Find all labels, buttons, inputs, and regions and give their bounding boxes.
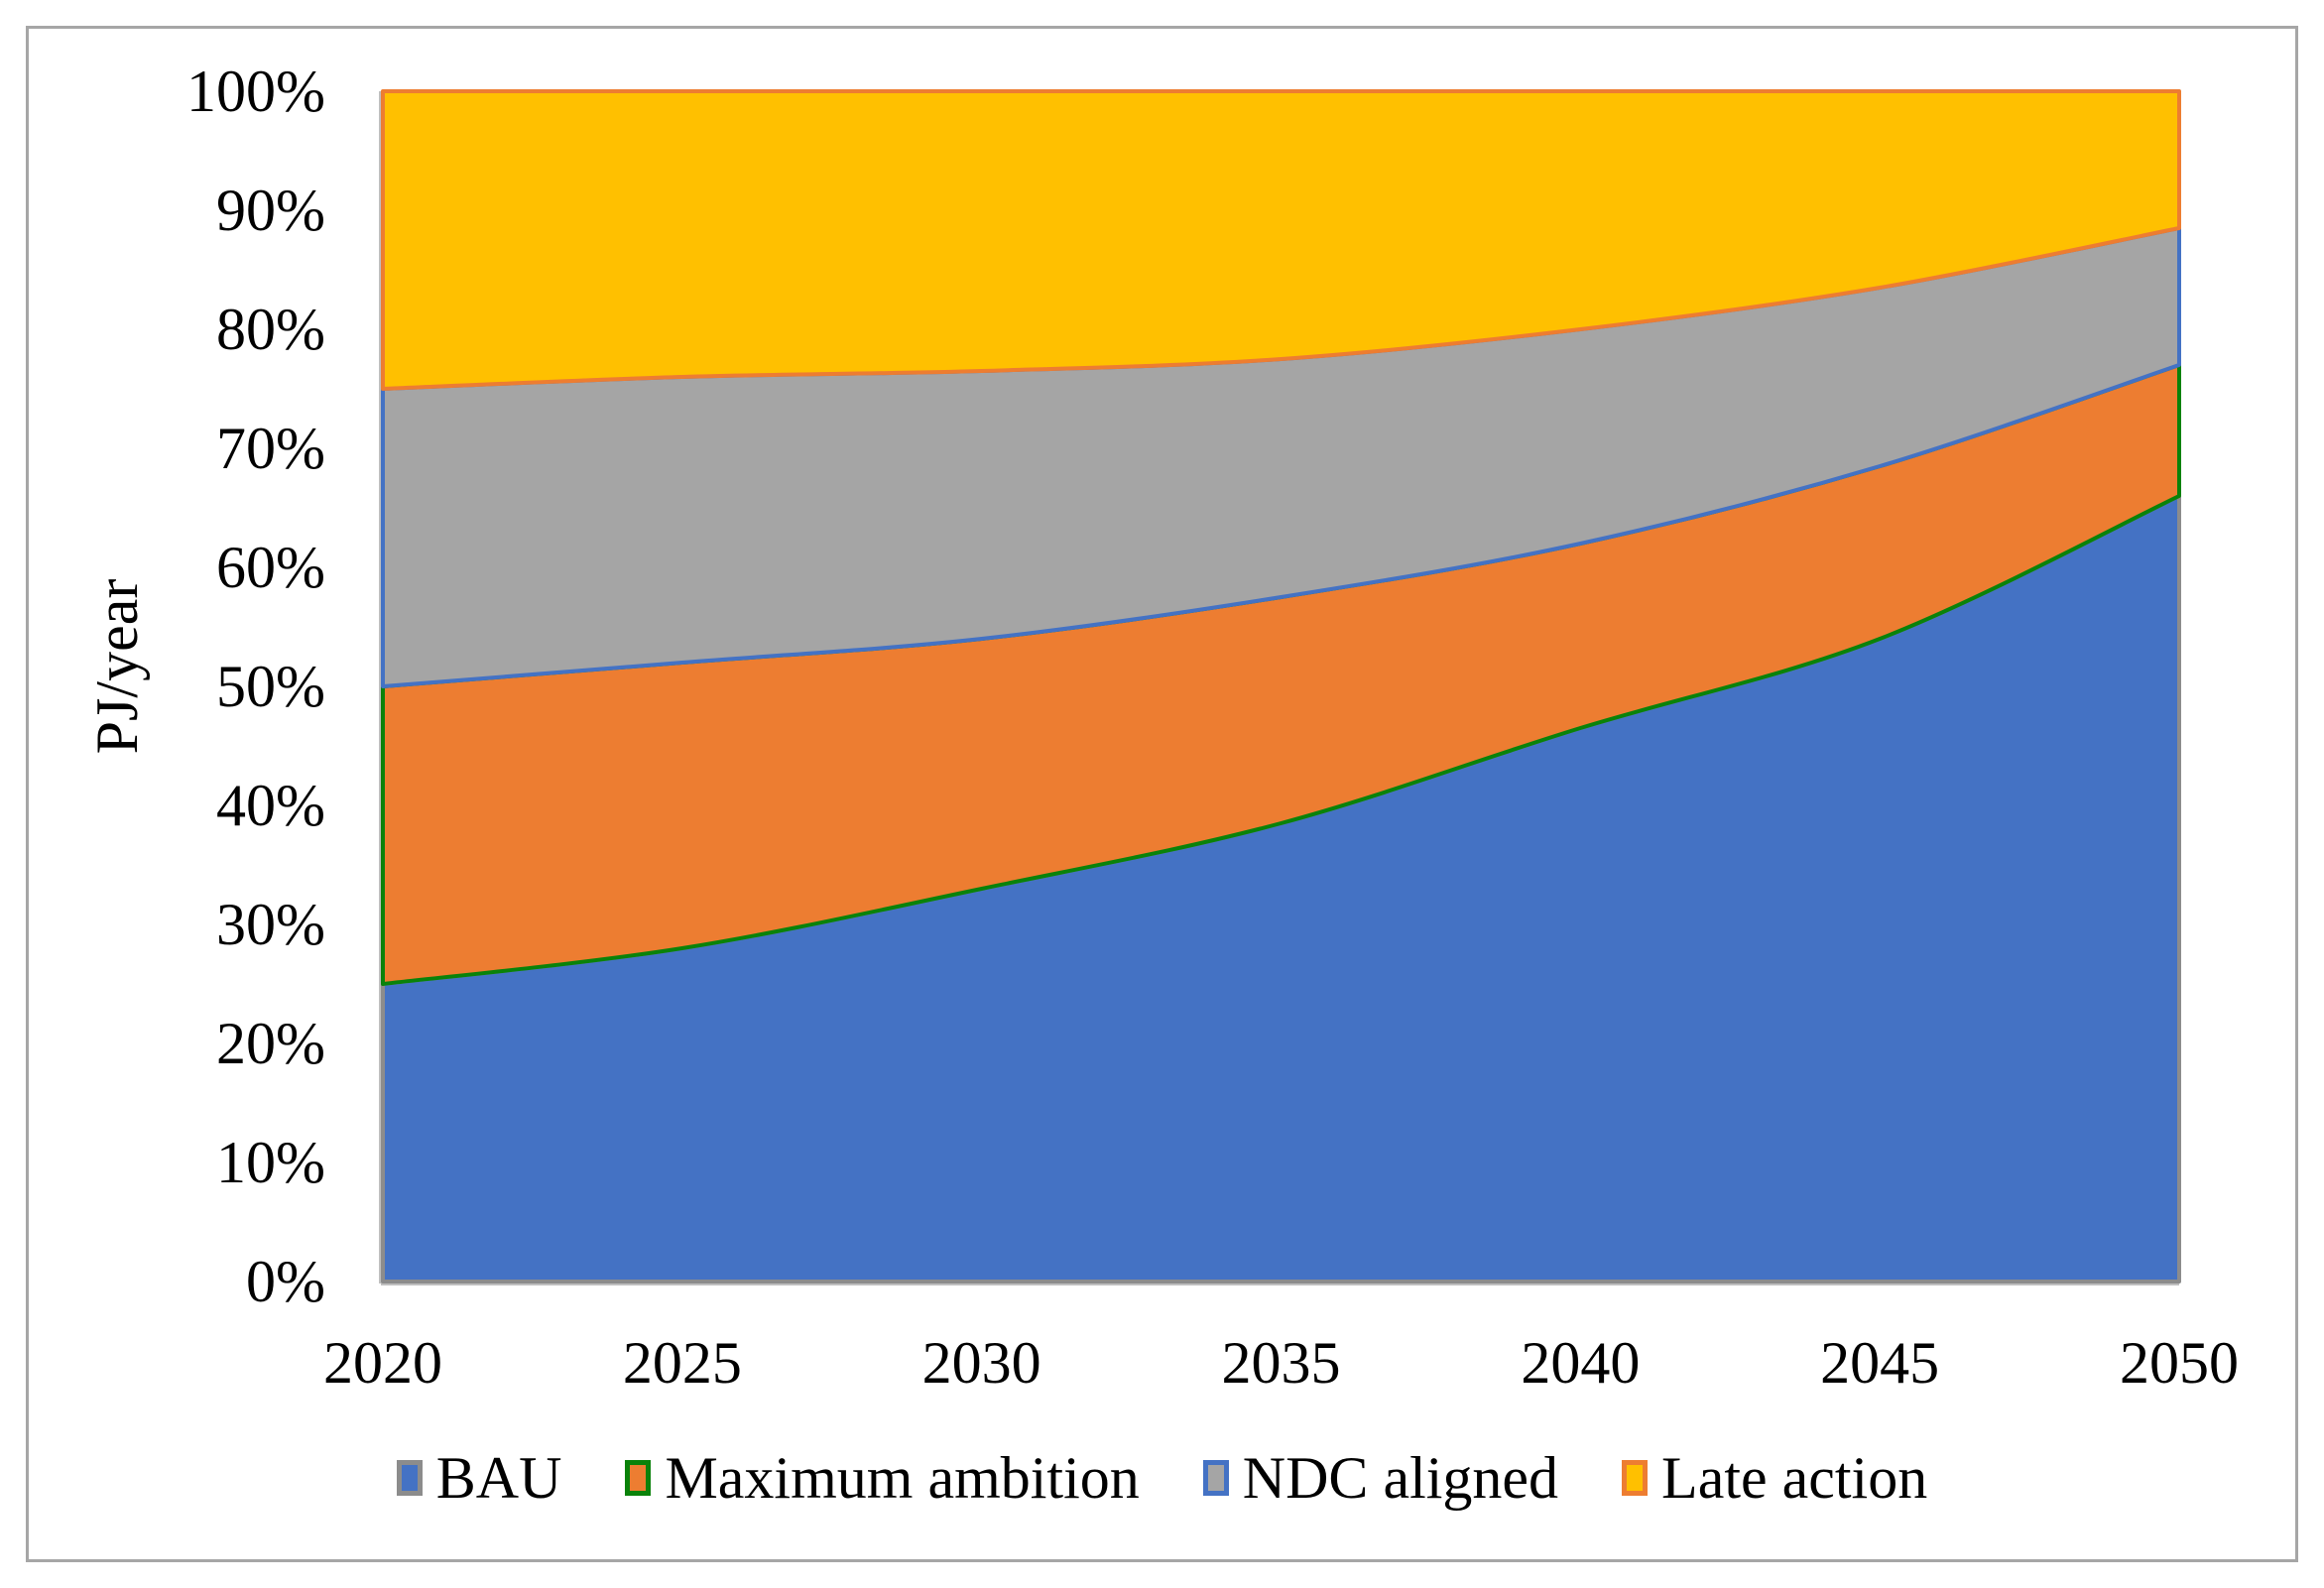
y-tick-label: 60%: [216, 535, 325, 600]
y-tick-label: 30%: [216, 892, 325, 957]
y-tick-label: 90%: [216, 178, 325, 243]
y-axis-tick-labels: 100% 90% 80% 70% 60% 50% 40% 30% 20% 10% 0%: [0, 61, 335, 1311]
legend-swatch-icon: [1202, 1460, 1229, 1496]
x-tick-label: 2050: [2120, 1330, 2239, 1396]
y-tick-label: 80%: [216, 297, 325, 362]
x-tick-label: 2030: [921, 1330, 1041, 1396]
y-tick-label: 20%: [216, 1011, 325, 1076]
legend-item-late-action: Late action: [1622, 1448, 1927, 1508]
y-tick-label: 40%: [216, 773, 325, 838]
legend-item-ndc-aligned: NDC aligned: [1202, 1445, 1559, 1511]
x-tick-label: 2020: [323, 1330, 442, 1396]
x-tick-label: 2040: [1521, 1330, 1641, 1396]
legend-swatch-icon: [1622, 1460, 1649, 1496]
legend-item-maximum-ambition: Maximum ambition: [625, 1445, 1140, 1511]
legend-swatch-icon: [625, 1460, 652, 1496]
legend-item-bau: BAU: [396, 1445, 562, 1511]
legend-label: BAU: [435, 1445, 562, 1511]
x-tick-label: 2025: [622, 1330, 742, 1396]
legend-label: NDC aligned: [1242, 1445, 1559, 1511]
legend-label: Late action: [1661, 1445, 1928, 1511]
stacked-area-plot: [379, 89, 2181, 1285]
y-tick-label: 50%: [216, 654, 325, 719]
legend-label: Maximum ambition: [665, 1445, 1140, 1511]
x-axis-tick-labels: 2020 2025 2030 2035 2040 2045 2050: [0, 1333, 2324, 1403]
chart-legend: BAU Maximum ambition NDC aligned Late actio…: [0, 1448, 2324, 1508]
area-series-late-action: [381, 89, 2181, 391]
x-tick-label: 2035: [1221, 1330, 1341, 1396]
y-tick-label: 10%: [216, 1130, 325, 1195]
x-tick-label: 2045: [1820, 1330, 1940, 1396]
y-tick-label: 0%: [246, 1249, 325, 1314]
legend-swatch-icon: [396, 1460, 423, 1496]
y-tick-label: 70%: [216, 416, 325, 481]
y-tick-label: 100%: [186, 59, 325, 124]
